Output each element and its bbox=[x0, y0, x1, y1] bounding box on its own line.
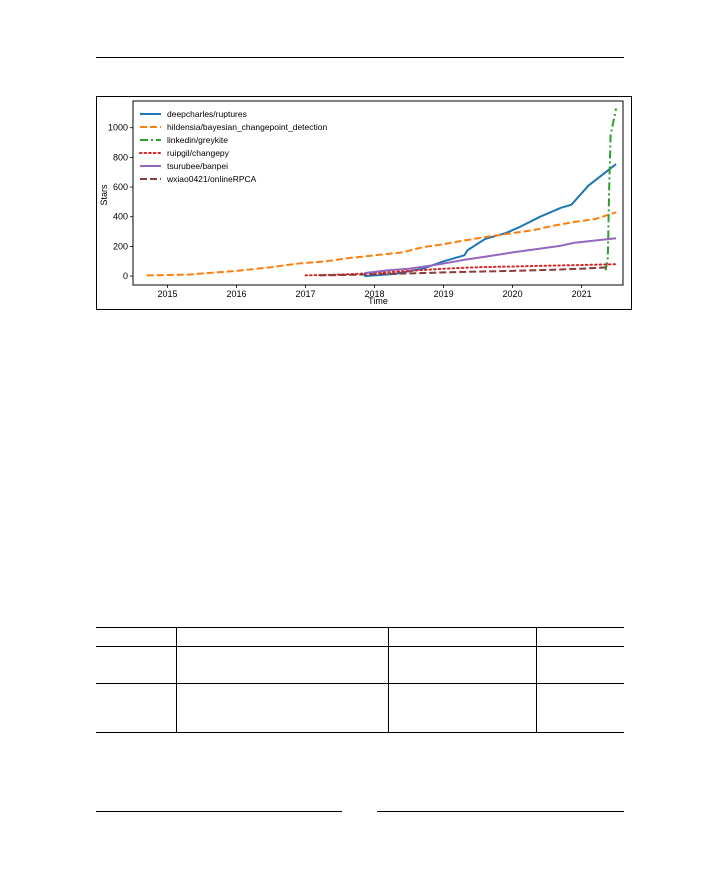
footer-rule-left bbox=[96, 811, 342, 812]
legend-label: hildensia/bayesian_changepoint_detection bbox=[167, 122, 327, 132]
series-line bbox=[364, 237, 617, 275]
empty-table bbox=[96, 627, 624, 733]
table-cell bbox=[535, 646, 624, 684]
table-cell bbox=[175, 683, 389, 733]
y-axis-label: Stars bbox=[99, 184, 109, 206]
x-tick-label: 2018 bbox=[365, 289, 385, 299]
x-tick-label: 2017 bbox=[296, 289, 316, 299]
series-line bbox=[146, 211, 617, 277]
footer-rule-right bbox=[377, 811, 624, 812]
series-layer bbox=[146, 108, 618, 278]
y-axis: 0 200 400 600 800 1000 bbox=[108, 123, 133, 281]
legend-label: linkedin/greykite bbox=[167, 135, 228, 145]
table-cell bbox=[175, 627, 389, 647]
table-cell bbox=[96, 683, 177, 733]
table-cell bbox=[387, 627, 537, 647]
y-tick-label: 200 bbox=[113, 241, 128, 251]
y-tick-label: 400 bbox=[113, 212, 128, 222]
table-cell bbox=[387, 646, 537, 684]
table-row bbox=[96, 683, 624, 733]
y-tick-label: 0 bbox=[123, 271, 128, 281]
y-tick-label: 600 bbox=[113, 182, 128, 192]
legend-label: deepcharles/ruptures bbox=[167, 109, 247, 119]
x-axis: 2015 2016 2017 2018 2019 2020 2021 bbox=[157, 285, 592, 299]
table-cell bbox=[535, 627, 624, 647]
legend-label: ruipgil/changepy bbox=[167, 148, 230, 158]
table-cell bbox=[96, 627, 177, 647]
x-tick-label: 2020 bbox=[503, 289, 523, 299]
x-axis-label: Time bbox=[368, 296, 388, 306]
legend: deepcharles/ruptures hildensia/bayesian_c… bbox=[139, 109, 327, 184]
header-rule bbox=[96, 57, 624, 58]
y-tick-label: 1000 bbox=[108, 123, 128, 133]
x-tick-label: 2016 bbox=[227, 289, 247, 299]
table-row bbox=[96, 646, 624, 684]
x-tick-label: 2019 bbox=[434, 289, 454, 299]
series-line bbox=[304, 263, 618, 277]
table-cell bbox=[175, 646, 389, 684]
x-tick-label: 2015 bbox=[157, 289, 177, 299]
table-row bbox=[96, 627, 624, 647]
table-cell bbox=[387, 683, 537, 733]
series-line bbox=[604, 108, 618, 271]
chart-svg: 2015 2016 2017 2018 2019 2020 2021 0 200 400 600 8… bbox=[99, 100, 624, 306]
x-tick-label: 2021 bbox=[572, 289, 592, 299]
table-cell bbox=[535, 683, 624, 733]
series-line bbox=[319, 266, 610, 277]
stars-over-time-chart: 2015 2016 2017 2018 2019 2020 2021 0 200 400 600 8… bbox=[96, 96, 632, 310]
legend-label: wxiao0421/onlineRPCA bbox=[166, 174, 257, 184]
table-cell bbox=[96, 646, 177, 684]
legend-label: tsurubee/banpei bbox=[167, 161, 228, 171]
y-tick-label: 800 bbox=[113, 152, 128, 162]
